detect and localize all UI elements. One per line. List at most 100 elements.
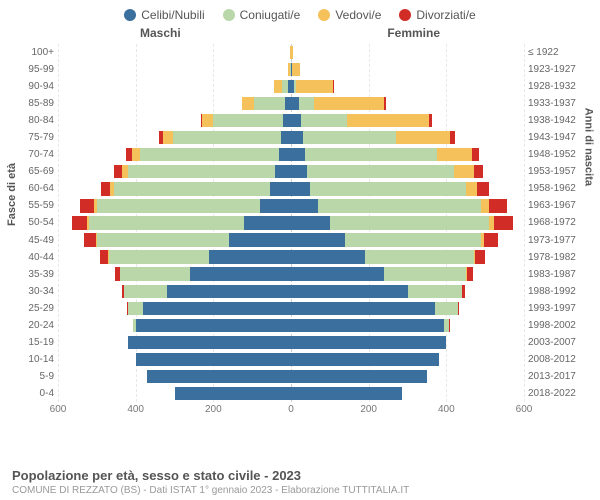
male-bar	[58, 199, 291, 212]
x-tick: 200	[360, 404, 377, 415]
bar-segment	[429, 114, 432, 127]
bar-segment	[202, 114, 213, 127]
bar-segment	[291, 148, 305, 161]
bar-segment	[114, 165, 122, 178]
birth-year-label: 1943-1947	[528, 132, 580, 143]
bar-segment	[408, 285, 462, 298]
bar-segment	[275, 165, 291, 178]
age-label: 90-94	[20, 81, 54, 92]
bar-segment	[291, 216, 330, 229]
male-bar	[58, 97, 291, 110]
age-label: 55-59	[20, 200, 54, 211]
bar-segment	[435, 302, 458, 315]
bar-segment	[437, 148, 472, 161]
female-bar	[291, 302, 524, 315]
chart-area: Maschi Femmine Fasce di età Anni di nasc…	[20, 26, 580, 426]
bar-segment	[291, 165, 307, 178]
bar-segment	[330, 216, 489, 229]
birth-year-label: 2008-2012	[528, 354, 580, 365]
age-label: 45-49	[20, 235, 54, 246]
bar-segment	[291, 387, 402, 400]
bar-segment	[72, 216, 88, 229]
age-label: 75-79	[20, 132, 54, 143]
female-bar	[291, 46, 524, 59]
bar-segment	[472, 148, 479, 161]
bar-segment	[84, 233, 96, 246]
pyramid-row: 85-891933-1937	[58, 95, 524, 112]
bar-segment	[173, 131, 282, 144]
bar-segment	[97, 199, 260, 212]
bar-segment	[466, 182, 478, 195]
pyramid-row: 75-791943-1947	[58, 129, 524, 146]
bar-segment	[291, 353, 439, 366]
bar-segment	[291, 114, 301, 127]
male-bar	[58, 353, 291, 366]
x-tick: 400	[127, 404, 144, 415]
age-label: 80-84	[20, 115, 54, 126]
bar-segment	[109, 250, 210, 263]
female-bar	[291, 63, 524, 76]
bar-segment	[281, 131, 291, 144]
male-bar	[58, 267, 291, 280]
bar-segment	[101, 182, 111, 195]
female-bar	[291, 216, 524, 229]
male-bar	[58, 233, 291, 246]
bar-segment	[124, 285, 167, 298]
bar-segment	[140, 148, 280, 161]
birth-year-label: 1938-1942	[528, 115, 580, 126]
bar-segment	[475, 250, 485, 263]
pyramid-row: 15-192003-2007	[58, 334, 524, 351]
birth-year-label: 1948-1952	[528, 149, 580, 160]
legend-label: Vedovi/e	[335, 8, 381, 22]
column-header-female: Femmine	[387, 26, 440, 40]
x-tick: 200	[205, 404, 222, 415]
bar-segment	[132, 148, 140, 161]
female-bar	[291, 80, 524, 93]
male-bar	[58, 302, 291, 315]
x-tick: 600	[516, 404, 533, 415]
male-bar	[58, 387, 291, 400]
birth-year-label: 1968-1972	[528, 217, 580, 228]
legend-swatch	[124, 9, 136, 21]
bar-segment	[97, 233, 229, 246]
column-header-male: Maschi	[140, 26, 181, 40]
age-label: 10-14	[20, 354, 54, 365]
legend-swatch	[399, 9, 411, 21]
male-bar	[58, 319, 291, 332]
age-label: 5-9	[20, 371, 54, 382]
bar-segment	[291, 302, 435, 315]
age-label: 35-39	[20, 269, 54, 280]
male-bar	[58, 80, 291, 93]
chart-footer: Popolazione per età, sesso e stato civil…	[12, 468, 588, 496]
female-bar	[291, 148, 524, 161]
bar-segment	[270, 182, 291, 195]
bar-segment	[209, 250, 291, 263]
pyramid-row: 80-841938-1942	[58, 112, 524, 129]
male-bar	[58, 336, 291, 349]
bar-segment	[167, 285, 291, 298]
bar-segment	[128, 302, 144, 315]
male-bar	[58, 165, 291, 178]
female-bar	[291, 165, 524, 178]
bar-segment	[291, 233, 345, 246]
female-bar	[291, 370, 524, 383]
birth-year-label: 2018-2022	[528, 388, 580, 399]
bar-segment	[384, 97, 386, 110]
bar-segment	[175, 387, 292, 400]
birth-year-label: 1983-1987	[528, 269, 580, 280]
bar-segment	[136, 353, 291, 366]
age-label: 60-64	[20, 183, 54, 194]
bar-segment	[274, 80, 283, 93]
female-bar	[291, 250, 524, 263]
bar-segment	[143, 302, 291, 315]
age-label: 30-34	[20, 286, 54, 297]
pyramid-row: 40-441978-1982	[58, 249, 524, 266]
birth-year-label: 2013-2017	[528, 371, 580, 382]
pyramid-row: 100+≤ 1922	[58, 44, 524, 61]
pyramid-rows: 100+≤ 192295-991923-192790-941928-193285…	[58, 44, 524, 402]
bar-segment	[384, 267, 466, 280]
bar-segment	[163, 131, 173, 144]
male-bar	[58, 216, 291, 229]
bar-segment	[80, 199, 94, 212]
bar-segment	[291, 336, 446, 349]
